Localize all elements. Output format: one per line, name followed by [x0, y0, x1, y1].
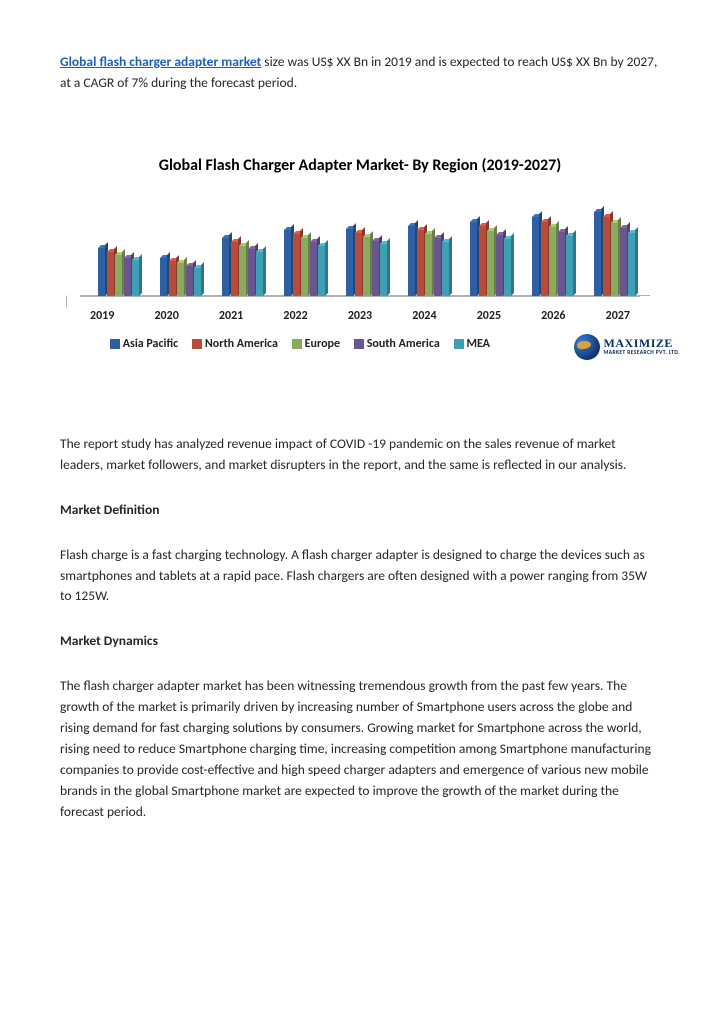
- bar: [611, 223, 618, 296]
- x-tick-label: 2020: [154, 307, 178, 326]
- year-group: [160, 258, 201, 296]
- bar: [231, 242, 238, 296]
- legend-label: North America: [202, 337, 278, 351]
- bar: [186, 266, 193, 296]
- legend-item: Europe: [292, 335, 340, 354]
- year-group: [532, 217, 573, 296]
- legend-swatch: [192, 339, 202, 349]
- bar: [318, 246, 325, 296]
- bar: [541, 222, 548, 296]
- legend-swatch: [454, 339, 464, 349]
- bar: [496, 235, 503, 296]
- bar: [558, 232, 565, 296]
- heading-definition: Market Definition: [60, 500, 660, 521]
- body-text: The report study has analyzed revenue im…: [60, 434, 660, 823]
- chart-legend: Asia Pacific North America Europe South …: [80, 325, 640, 354]
- bar: [594, 212, 601, 296]
- chart-section: Global Flash Charger Adapter Market- By …: [60, 154, 660, 354]
- year-group: [408, 226, 449, 296]
- bar: [194, 268, 201, 296]
- legend-label: Europe: [302, 337, 340, 351]
- bar: [177, 263, 184, 296]
- x-tick-label: 2023: [348, 307, 372, 326]
- x-tick-label: 2021: [219, 307, 243, 326]
- bar: [301, 238, 308, 296]
- globe-icon: [574, 334, 600, 360]
- intro-paragraph: Global flash charger adapter market size…: [60, 52, 660, 94]
- bar: [372, 241, 379, 296]
- legend-item: North America: [192, 335, 278, 354]
- chart-area: 2019 2020 2021 2022 2023 2024 2025 2026 2027 Asi…: [80, 197, 640, 354]
- bar: [132, 260, 139, 296]
- legend-swatch: [354, 339, 364, 349]
- bar: [98, 248, 105, 296]
- chart-title: Global Flash Charger Adapter Market- By …: [60, 154, 660, 179]
- year-group: [470, 222, 511, 296]
- market-link[interactable]: Global flash charger adapter market: [60, 53, 261, 70]
- legend-label: Asia Pacific: [120, 337, 178, 351]
- bar: [628, 233, 635, 296]
- year-group: [594, 212, 635, 296]
- bar: [256, 252, 263, 296]
- x-tick-label: 2022: [283, 307, 307, 326]
- paragraph-definition: Flash charge is a fast charging technolo…: [60, 545, 660, 608]
- paragraph-covid: The report study has analyzed revenue im…: [60, 434, 660, 476]
- x-tick-label: 2026: [541, 307, 565, 326]
- bar: [380, 244, 387, 296]
- logo-brand: MAXIMIZE: [604, 337, 680, 349]
- bar: [479, 226, 486, 296]
- year-group: [284, 230, 325, 296]
- bar: [363, 237, 370, 296]
- bar: [124, 258, 131, 296]
- bar: [504, 239, 511, 296]
- bar: [107, 252, 114, 296]
- bar: [346, 229, 353, 296]
- brand-logo: MAXIMIZE MARKET RESEARCH PVT. LTD.: [574, 334, 680, 360]
- bar: [310, 242, 317, 296]
- chart-floor-3d: [66, 284, 80, 308]
- bar: [115, 255, 122, 296]
- bar: [620, 228, 627, 296]
- legend-swatch: [292, 339, 302, 349]
- x-axis: 2019 2020 2021 2022 2023 2024 2025 2026 2027: [80, 297, 640, 326]
- x-tick-label: 2024: [412, 307, 436, 326]
- bar: [425, 234, 432, 296]
- bar: [434, 238, 441, 296]
- bar: [169, 261, 176, 296]
- x-tick-label: 2027: [606, 307, 630, 326]
- bar-chart: [80, 197, 640, 297]
- bar: [222, 238, 229, 296]
- bar: [532, 217, 539, 296]
- bar: [470, 222, 477, 296]
- legend-swatch: [110, 339, 120, 349]
- legend-item: South America: [354, 335, 440, 354]
- year-group: [98, 248, 139, 296]
- bar: [442, 242, 449, 296]
- year-group: [346, 229, 387, 296]
- x-tick-label: 2019: [90, 307, 114, 326]
- bar: [248, 249, 255, 296]
- paragraph-dynamics: The flash charger adapter market has bee…: [60, 676, 660, 822]
- x-tick-label: 2025: [477, 307, 501, 326]
- heading-dynamics: Market Dynamics: [60, 631, 660, 652]
- bar: [417, 230, 424, 296]
- bar: [284, 230, 291, 296]
- year-group: [222, 238, 263, 296]
- bar: [487, 231, 494, 296]
- bar: [549, 227, 556, 296]
- bar: [239, 246, 246, 296]
- bar: [566, 236, 573, 296]
- bar: [160, 258, 167, 296]
- bar: [293, 234, 300, 296]
- legend-label: MEA: [464, 337, 490, 351]
- bar: [408, 226, 415, 296]
- legend-label: South America: [364, 337, 440, 351]
- legend-item: MEA: [454, 335, 490, 354]
- bar: [603, 217, 610, 296]
- legend-item: Asia Pacific: [110, 335, 178, 354]
- logo-subtitle: MARKET RESEARCH PVT. LTD.: [604, 349, 680, 358]
- bar: [355, 233, 362, 296]
